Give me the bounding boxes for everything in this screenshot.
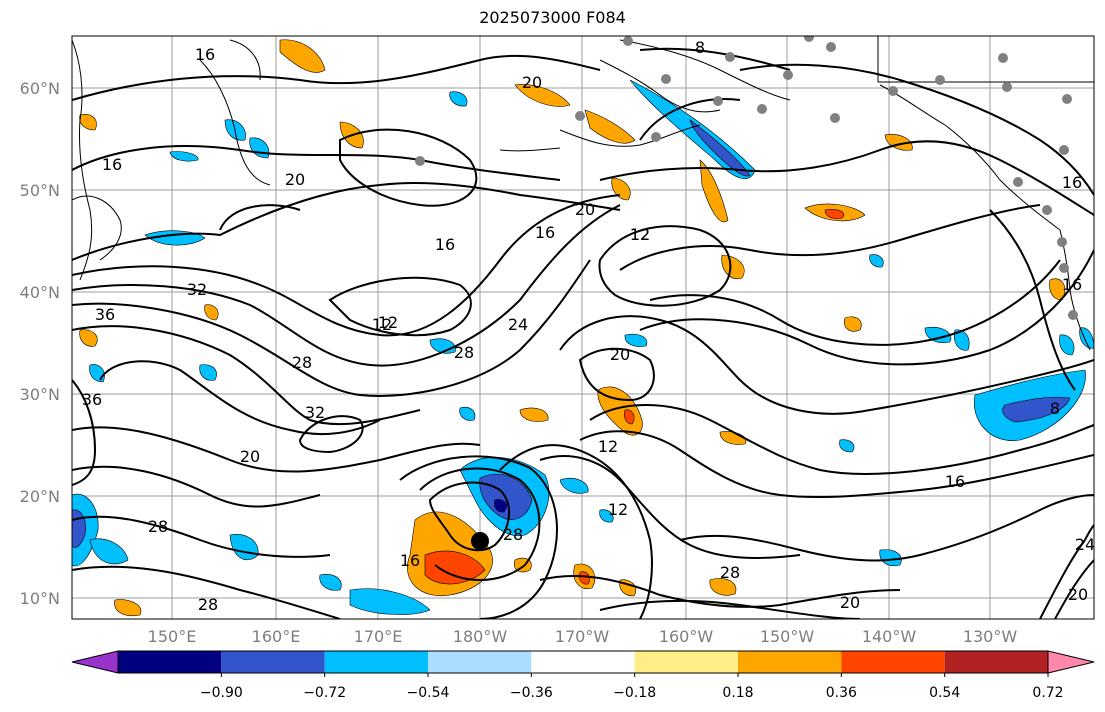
low-center-marker — [495, 500, 507, 512]
colorbar-tick-label: −0.90 — [200, 685, 243, 701]
contour-label: 12 — [630, 225, 650, 244]
lat-tick-label: 40°N — [20, 283, 60, 302]
contour-label: 28 — [292, 353, 312, 372]
colorbar-tick-label: −0.54 — [407, 685, 450, 701]
colorbar-segment — [531, 651, 635, 673]
contour-label: 32 — [305, 403, 325, 422]
colorbar-segment — [944, 651, 1048, 673]
colorbar-segment — [324, 651, 428, 673]
colorbar-tick-label: −0.72 — [303, 685, 346, 701]
contour-label: 28 — [454, 343, 474, 362]
coastlines — [72, 36, 1094, 351]
lat-tick-label: 10°N — [20, 589, 60, 608]
contour-label: 16 — [195, 45, 215, 64]
contour-label: 20 — [840, 593, 860, 612]
contour-label: 24 — [1075, 535, 1095, 554]
contour-label: 12 — [378, 313, 398, 332]
lon-tick-label: 160°W — [659, 627, 714, 646]
colorbar-tick-label: 0.72 — [1032, 685, 1063, 701]
lat-tick-label: 50°N — [20, 181, 60, 200]
colorbar-tick-label: −0.18 — [613, 685, 656, 701]
colorbar-tick-label: 0.18 — [722, 685, 753, 701]
lon-tick-label: 150°E — [148, 627, 197, 646]
colorbar-segment — [118, 651, 222, 673]
contour-labels: 16 82016201216201232362812282420322012122… — [82, 38, 1095, 614]
contour-label: 36 — [82, 390, 102, 409]
lon-tick-label: 160°E — [252, 627, 301, 646]
contour-label: 32 — [187, 280, 207, 299]
colorbar-extend-low — [71, 650, 119, 674]
contour-label: 24 — [508, 315, 528, 334]
storm-center-marker — [471, 532, 489, 550]
lon-tick-label: 180°W — [453, 627, 508, 646]
contour-label: 12 — [372, 315, 392, 334]
colorbar-extend-high — [1047, 650, 1095, 674]
contour-label: 16 — [535, 223, 555, 242]
contour-label: 16 — [102, 155, 122, 174]
longitude-tick-labels: 150°E 160°E 170°E 180°W 170°W 160°W 150°W 140°W… — [148, 627, 1018, 646]
colorbar-segment — [428, 651, 532, 673]
lat-tick-label: 20°N — [20, 487, 60, 506]
contour-label: 12 — [630, 225, 650, 244]
contour-label: 16 — [1062, 173, 1082, 192]
colorbar-tick-label: 0.54 — [929, 685, 960, 701]
lon-tick-label: 150°W — [760, 627, 815, 646]
contour-label: 20 — [240, 447, 260, 466]
negative-shading — [72, 79, 1094, 615]
lon-tick-label: 140°W — [862, 627, 917, 646]
contour-label: 20 — [522, 73, 542, 92]
contour-label: 20 — [285, 170, 305, 189]
contour-label: 12 — [598, 437, 618, 456]
graticule — [72, 36, 1094, 619]
colorbar-tick-label: 0.36 — [826, 685, 857, 701]
contour-label: 8 — [695, 38, 705, 57]
contour-label: 20 — [1068, 585, 1088, 604]
colorbar: −0.90 −0.72 −0.54 −0.36 −0.18 0.18 0.36 0.54 0.7… — [71, 650, 1095, 701]
colorbar-segment — [738, 651, 842, 673]
contour-label: 36 — [95, 305, 115, 324]
colorbar-segment — [841, 651, 945, 673]
contour-label: 12 — [608, 500, 628, 519]
lon-tick-label: 130°W — [963, 627, 1018, 646]
colorbar-frame — [117, 650, 1049, 674]
map-frame — [71, 35, 1095, 620]
contour-label: 28 — [148, 517, 168, 536]
contour-label: 16 — [400, 551, 420, 570]
contour-label: 20 — [610, 345, 630, 364]
contour-label: 28 — [720, 563, 740, 582]
contour-label: 16 — [945, 472, 965, 491]
contour-label: 16 — [1062, 275, 1082, 294]
map-panel: 16 82016201216201232362812282420322012122… — [71, 35, 1095, 620]
colorbar-segment — [221, 651, 325, 673]
colorbar-segment — [634, 651, 738, 673]
contour-label: 8 — [1050, 399, 1060, 418]
lat-tick-label: 30°N — [20, 385, 60, 404]
contour-label: 28 — [503, 525, 523, 544]
contour-label: 28 — [198, 595, 218, 614]
positive-shading — [79, 39, 1066, 617]
lon-tick-label: 170°E — [354, 627, 403, 646]
map-title: 2025073000 F084 — [479, 8, 626, 27]
contour-label: 16 — [435, 235, 455, 254]
station-markers — [415, 36, 1078, 320]
lon-tick-label: 170°W — [555, 627, 610, 646]
contour-label: 20 — [575, 200, 595, 219]
contour-lines — [72, 47, 1094, 619]
colorbar-tick-label: −0.36 — [510, 685, 553, 701]
lat-tick-label: 60°N — [20, 79, 60, 98]
latitude-tick-labels: 60°N 50°N 40°N 30°N 20°N 10°N — [20, 79, 60, 608]
